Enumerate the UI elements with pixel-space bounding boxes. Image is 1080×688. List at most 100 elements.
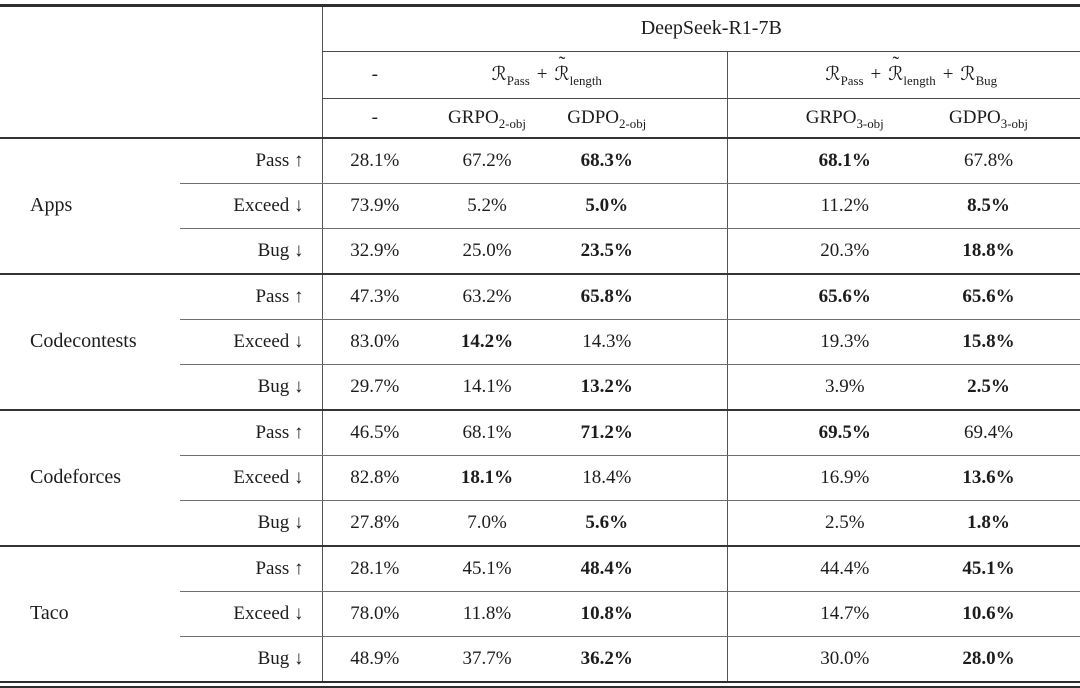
cell-value: 5.2% [427, 183, 547, 229]
cell-value: 8.5% [922, 183, 1080, 229]
tilde-accent: ˜ [892, 52, 900, 75]
metric-label: Pass ↑ [180, 409, 322, 456]
script-r-symbol: ℛ [960, 63, 976, 85]
table-row: Exceed ↓ 82.8% 18.1% 18.4% 16.9% 13.6% [0, 455, 1080, 501]
cell-value: 28.1% [321, 545, 427, 592]
cell-value: 23.5% [547, 228, 727, 275]
cell-value: 13.6% [922, 455, 1080, 501]
cell-value: 28.1% [321, 137, 427, 184]
cell-value: 14.3% [547, 319, 727, 365]
cell-value: 25.0% [427, 228, 547, 275]
r-tilde: ˜ ℛ [888, 53, 904, 86]
cell-value: 27.8% [321, 500, 427, 547]
plus-sign: + [870, 64, 882, 85]
cell-value: 5.6% [547, 500, 727, 547]
table-row: Codecontests Pass ↑ 47.3% 63.2% 65.8% 65… [0, 273, 1080, 411]
dataset-label-codecontests: Codecontests [0, 273, 180, 411]
model-header: DeepSeek-R1-7B [321, 4, 1080, 52]
cell-value: 14.2% [427, 319, 547, 365]
cell-value: 48.9% [321, 636, 427, 688]
cell-value: 73.9% [321, 183, 427, 229]
paper-table-page: DeepSeek-R1-7B - ℛPass + ˜ ℛlength ℛPass + ˜ ℛ… [0, 4, 1080, 688]
cell-value: 1.8% [922, 500, 1080, 547]
tilde-accent: ˜ [558, 52, 566, 75]
reward-baseline-header: - [321, 51, 427, 99]
header-row-rewards: - ℛPass + ˜ ℛlength ℛPass + ˜ ℛlength + ℛBug [0, 51, 1080, 99]
results-table: DeepSeek-R1-7B - ℛPass + ˜ ℛlength ℛPass + ˜ ℛ… [0, 4, 1080, 688]
metric-label: Bug ↓ [180, 500, 322, 547]
metric-label: Exceed ↓ [180, 455, 322, 501]
dataset-label-taco: Taco [0, 545, 180, 688]
cell-value: 69.4% [922, 409, 1080, 456]
cell-value: 11.8% [427, 591, 547, 637]
cell-value: 5.0% [547, 183, 727, 229]
metric-label: Pass ↑ [180, 545, 322, 592]
cell-value: 18.1% [427, 455, 547, 501]
cell-value: 68.3% [547, 137, 727, 184]
metric-label: Exceed ↓ [180, 183, 322, 229]
cell-value: 71.2% [547, 409, 727, 456]
reward-two-obj-header: ℛPass + ˜ ℛlength [427, 51, 727, 99]
header-corner [0, 4, 322, 51]
cell-value: 44.4% [726, 545, 922, 592]
cell-value: 65.6% [922, 273, 1080, 320]
r-tilde: ˜ ℛ [554, 53, 569, 86]
cell-value: 46.5% [321, 409, 427, 456]
table-row: Apps Pass ↑ 28.1% 67.2% 68.3% 68.1% 67.8… [0, 137, 1080, 275]
script-r-symbol: ℛ [825, 63, 841, 85]
sub-pass: Pass [840, 72, 864, 88]
table-row: Codeforces Pass ↑ 46.5% 68.1% 71.2% 69.5… [0, 409, 1080, 547]
cell-value: 11.2% [726, 183, 922, 229]
cell-value: 20.3% [726, 228, 922, 275]
cell-value: 14.1% [427, 364, 547, 411]
header-row-methods: - GRPO2-obj GDPO2-obj GRPO3-obj GDPO3-ob… [0, 98, 1080, 139]
dataset-label-codeforces: Codeforces [0, 409, 180, 547]
method-grpo2-header: GRPO2-obj [427, 98, 547, 139]
metric-label: Bug ↓ [180, 636, 322, 688]
dataset-label-apps: Apps [0, 137, 180, 275]
sub-length: length [903, 72, 936, 88]
header-corner [0, 51, 322, 98]
cell-value: 3.9% [726, 364, 922, 411]
cell-value: 68.1% [427, 409, 547, 456]
table-row: Taco Pass ↑ 28.1% 45.1% 48.4% 44.4% 45.1… [0, 545, 1080, 688]
cell-value: 14.7% [726, 591, 922, 637]
table-row: Bug ↓ 29.7% 14.1% 13.2% 3.9% 2.5% [0, 364, 1080, 411]
table-row: Bug ↓ 27.8% 7.0% 5.6% 2.5% 1.8% [0, 500, 1080, 547]
method-grpo3-header: GRPO3-obj [726, 98, 922, 139]
header-corner [0, 98, 322, 139]
method-gdpo2-header: GDPO2-obj [547, 98, 727, 139]
cell-value: 19.3% [726, 319, 922, 365]
cell-value: 63.2% [427, 273, 547, 320]
cell-value: 18.8% [922, 228, 1080, 275]
metric-label: Pass ↑ [180, 137, 322, 184]
cell-value: 10.6% [922, 591, 1080, 637]
cell-value: 36.2% [547, 636, 727, 688]
sub-bug: Bug [975, 72, 998, 88]
table-row: Exceed ↓ 73.9% 5.2% 5.0% 11.2% 8.5% [0, 183, 1080, 229]
table-row: Exceed ↓ 83.0% 14.2% 14.3% 19.3% 15.8% [0, 319, 1080, 365]
cell-value: 10.8% [547, 591, 727, 637]
cell-value: 47.3% [321, 273, 427, 320]
cell-value: 13.2% [547, 364, 727, 411]
reward-three-obj-header: ℛPass + ˜ ℛlength + ℛBug [726, 51, 1080, 99]
metric-label: Bug ↓ [180, 228, 322, 275]
cell-value: 45.1% [922, 545, 1080, 592]
cell-value: 83.0% [321, 319, 427, 365]
script-r-symbol: ℛ [888, 63, 904, 85]
cell-value: 65.8% [547, 273, 727, 320]
cell-value: 67.8% [922, 137, 1080, 184]
plus-sign: + [942, 64, 954, 85]
metric-label: Exceed ↓ [180, 319, 322, 365]
sub-length: length [569, 72, 602, 88]
table-row: Bug ↓ 32.9% 25.0% 23.5% 20.3% 18.8% [0, 228, 1080, 275]
cell-value: 69.5% [726, 409, 922, 456]
cell-value: 67.2% [427, 137, 547, 184]
cell-value: 15.8% [922, 319, 1080, 365]
cell-value: 32.9% [321, 228, 427, 275]
cell-value: 68.1% [726, 137, 922, 184]
plus-sign: + [536, 64, 548, 85]
cell-value: 28.0% [922, 636, 1080, 688]
cell-value: 78.0% [321, 591, 427, 637]
cell-value: 18.4% [547, 455, 727, 501]
